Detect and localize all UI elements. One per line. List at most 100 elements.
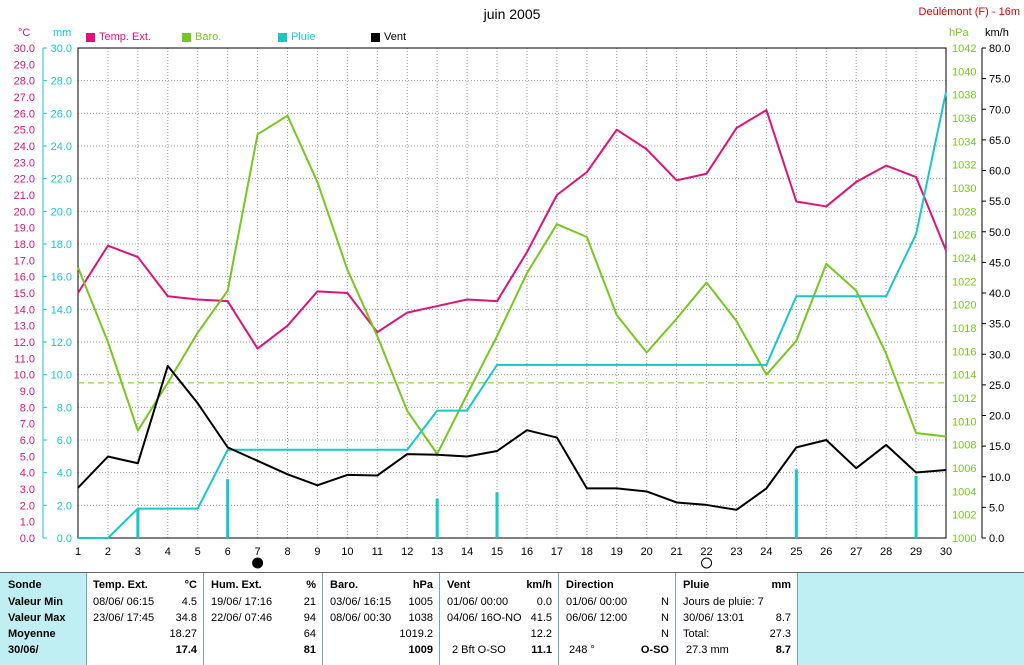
- rain-tick-label: 12.0: [51, 337, 72, 349]
- temp-tick-label: 25.0: [14, 125, 35, 137]
- temp-tick-label: 3.0: [20, 484, 35, 496]
- baro-min: 1005: [408, 596, 433, 608]
- wind-tick-label: 15.0: [989, 441, 1010, 453]
- legend-pluie: Pluie: [278, 31, 315, 43]
- wind-tick-label: 80.0: [989, 43, 1010, 55]
- temp-axis-ticks: 0.0 1.0 2.0 3.0 4.0 5.0 6.0 7.0 8.0 9.0 10.0 11.0 12…: [14, 43, 35, 545]
- wind-tick-label: 20.0: [989, 411, 1010, 423]
- temp-tick-label: 7.0: [20, 419, 35, 431]
- day-tick-label: 3: [135, 546, 141, 558]
- hum-column: Hum. Ext.% 19/06/ 17:16 21 22/06/ 07:46 94…: [204, 573, 323, 665]
- wind-tick-label: 70.0: [989, 104, 1010, 116]
- baro-min-date: 03/06/ 16:15: [330, 596, 392, 608]
- rain-tick-label: 16.0: [51, 272, 72, 284]
- legend-pluie-swatch: [278, 32, 287, 42]
- day-tick-label: 11: [372, 546, 383, 558]
- day-tick-label: 12: [401, 546, 413, 558]
- baro-tick-label: 1040: [952, 66, 976, 78]
- temp-tick-label: 30.0: [14, 43, 35, 55]
- wind-tick-label: 5.0: [989, 502, 1004, 514]
- day-tick-label: 24: [760, 546, 772, 558]
- baro-axis-ticks: 1000 1002 1004 1006 1008 1010 1012 1014 1016 1018…: [952, 43, 976, 545]
- day-tick-label: 13: [431, 546, 443, 558]
- direction-max: N: [661, 612, 669, 624]
- wind-tick-label: 45.0: [989, 257, 1010, 269]
- day-tick-label: 19: [611, 546, 623, 558]
- temp-max: 34.8: [175, 612, 197, 624]
- baro-tick-label: 1012: [952, 393, 976, 405]
- day-tick-label: 20: [641, 546, 653, 558]
- vent-max-date: 04/06/ 16O-NO: [447, 612, 522, 624]
- chart-grid: [42, 47, 983, 539]
- day-tick-label: 27: [850, 546, 862, 558]
- baro-max: 1038: [408, 612, 433, 624]
- day-tick-label: 5: [195, 546, 201, 558]
- rain-tick-label: 24.0: [51, 141, 72, 153]
- vent-min: 0.0: [536, 596, 552, 608]
- temp-tick-label: 4.0: [20, 468, 35, 480]
- series-line-baro: [77, 114, 947, 455]
- temp-tick-label: 8.0: [20, 402, 35, 414]
- rain-tick-label: 30.0: [51, 43, 72, 55]
- temp-tick-label: 6.0: [20, 435, 35, 447]
- temp-header: Temp. Ext.: [93, 579, 148, 591]
- temp-tick-label: 5.0: [20, 451, 35, 463]
- vent-header: Vent: [447, 579, 471, 591]
- day-tick-label: 26: [820, 546, 832, 558]
- baro-avg: 1019.2: [399, 628, 433, 640]
- pluie-today: 8.7: [775, 644, 791, 656]
- rain-tick-label: 26.0: [51, 108, 72, 120]
- baro-tick-label: 1002: [952, 510, 976, 522]
- temp-tick-label: 22.0: [14, 174, 35, 186]
- hum-max-date: 22/06/ 07:46: [211, 612, 273, 624]
- legend-baro-swatch: [182, 32, 191, 42]
- day-tick-label: 8: [284, 546, 290, 558]
- pluie-total-label: Total:: [683, 628, 710, 640]
- direction-max-date: 06/06/ 12:00: [566, 612, 628, 624]
- temp-max-date: 23/06/ 17:45: [93, 612, 155, 624]
- legend-temp-swatch: [86, 32, 95, 42]
- rain-tick-label: 22.0: [51, 174, 72, 186]
- baro-tick-label: 1014: [952, 370, 976, 382]
- day-tick-label: 17: [551, 546, 563, 558]
- temp-tick-label: 14.0: [14, 304, 35, 316]
- chart-series: [77, 91, 947, 539]
- baro-header: Baro.: [330, 579, 359, 591]
- pluie-max-date: 30/06/ 13:01: [683, 612, 745, 624]
- temp-tick-label: 2.0: [20, 500, 35, 512]
- baro-tick-label: 1000: [952, 533, 976, 545]
- baro-tick-label: 1032: [952, 160, 976, 172]
- wind-tick-label: 65.0: [989, 135, 1010, 147]
- temp-unit: °C: [184, 579, 197, 591]
- temp-tick-label: 1.0: [20, 517, 35, 529]
- day-tick-label: 29: [910, 546, 922, 558]
- temp-tick-label: 15.0: [14, 288, 35, 300]
- wind-tick-label: 25.0: [989, 380, 1010, 392]
- rain-unit-label: mm: [53, 27, 72, 39]
- temp-tick-label: 23.0: [14, 157, 35, 169]
- pluie-max: 8.7: [775, 612, 791, 624]
- day-tick-label: 1: [75, 546, 81, 558]
- wind-tick-label: 55.0: [989, 196, 1010, 208]
- temp-tick-label: 16.0: [14, 272, 35, 284]
- row-label-max: Valeur Max: [8, 612, 66, 624]
- temp-unit-label: °C: [18, 27, 31, 39]
- row-labels-column: Sonde Valeur Min Valeur Max Moyenne 30/0…: [0, 573, 87, 665]
- temp-tick-label: 9.0: [20, 386, 35, 398]
- temp-tick-label: 18.0: [14, 239, 35, 251]
- rain-tick-label: 14.0: [51, 304, 72, 316]
- direction-avg: N: [661, 628, 669, 640]
- wind-tick-label: 40.0: [989, 288, 1010, 300]
- temp-min: 4.5: [181, 596, 197, 608]
- day-tick-label: 10: [341, 546, 353, 558]
- series-line-temp-ext: [77, 109, 947, 350]
- rain-tick-label: 10.0: [51, 370, 72, 382]
- wind-tick-label: 0.0: [989, 533, 1004, 545]
- baro-column: Baro. hPa 03/06/ 16:15 1005 08/06/ 00:30 10…: [323, 573, 440, 665]
- temp-tick-label: 19.0: [14, 223, 35, 235]
- full-moon-icon: [701, 557, 713, 569]
- pluie-header: Pluie: [683, 579, 710, 591]
- hum-min-date: 19/06/ 17:16: [211, 596, 273, 608]
- pluie-days: Jours de pluie: 7: [683, 596, 764, 608]
- vent-avg: 12.2: [530, 628, 552, 640]
